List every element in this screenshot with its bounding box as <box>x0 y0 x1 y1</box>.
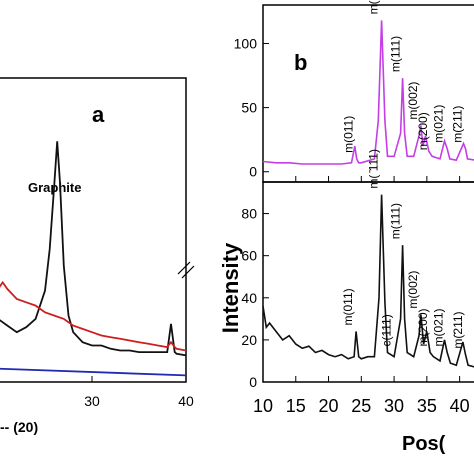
panel-b-bottom-ytick-label: 40 <box>241 290 257 306</box>
panel-b-xtick-label: 25 <box>351 396 371 416</box>
panel-b-top-peak-label: m(̄211) <box>451 106 465 143</box>
panel-b-xtick-label: 35 <box>417 396 437 416</box>
panel-b-bottom-peak-label: m(̄211) <box>451 311 465 348</box>
panel-b-top-peak-label: m(021) <box>432 105 446 143</box>
panel-b-top-peak-label: m( ̄111) <box>367 0 381 14</box>
panel-b-bottom-frame <box>262 181 474 383</box>
panel-a-series-1 <box>0 280 187 352</box>
panel-a-label: a <box>92 102 105 127</box>
panel-b-bottom-peak-label: m( ̄111) <box>367 149 381 189</box>
panel-b-top-peak-label: m(200) <box>416 112 430 150</box>
panel-a-xtick-label: 30 <box>84 393 100 409</box>
panel-b-top-peak-label: m(111) <box>388 36 402 72</box>
panel-a-xtick-label: 40 <box>178 393 194 409</box>
panel-b-xtick-label: 10 <box>253 396 273 416</box>
panel-a-xlabel: -- (20) <box>0 419 38 435</box>
panel-b-bottom-ytick-label: 20 <box>241 332 257 348</box>
panel-b-bottom-peak-label: m(200) <box>416 308 430 346</box>
panel-b-xtick-label: 40 <box>450 396 470 416</box>
panel-b-bottom-ytick-label: 60 <box>241 248 257 264</box>
panel-a: a Graphite 30 40 -- (20) <box>0 77 195 435</box>
panel-a-series-2 <box>0 367 187 377</box>
panel-b-xtick-label: 20 <box>319 396 339 416</box>
panel-b-xlabel: Pos( <box>402 433 446 455</box>
panel-b-bottom-ytick-label: 80 <box>241 206 257 222</box>
panel-b-top-ytick-label: 0 <box>249 164 257 180</box>
panel-b-bottom-peak-label: m(002) <box>406 271 420 309</box>
panel-b-top-series <box>262 20 474 165</box>
panel-b-top-peak-label: m(011) <box>342 116 356 153</box>
panel-b-top-ytick-label: 100 <box>234 35 258 51</box>
panel-b-bottom-peak-label: m(111) <box>388 203 402 239</box>
axis-break-mark <box>181 265 195 279</box>
panel-a-xticks: 30 40 <box>84 376 194 409</box>
panel-b-bottom-ytick-label: 0 <box>249 374 257 390</box>
panel-b-top-peak-label: m(002) <box>406 82 420 120</box>
panel-b-xtick-label: 30 <box>384 396 404 416</box>
axis-break-mark <box>177 261 191 275</box>
panel-b-bottom-series <box>262 194 474 368</box>
panel-a-series-0 <box>0 141 187 357</box>
panel-b-xticks: 10 15 20 25 30 35 40 <box>253 176 470 416</box>
panel-b-label: b <box>294 50 307 75</box>
panel-b-bottom-peak-label: m(021) <box>432 308 446 346</box>
panel-b-bottom-peak-label: c(111) <box>380 314 394 346</box>
intensity-ylabel: Intensity <box>218 242 243 333</box>
panel-b-xtick-label: 15 <box>286 396 306 416</box>
panel-b-bottom-peak-label: m(011) <box>341 288 355 325</box>
panel-b-top-ytick-label: 50 <box>241 100 257 116</box>
panel-a-series <box>0 141 187 377</box>
panel-b-bottom-plot: 0 20 40 60 80 m(011) c(111) m( ̄111) m(111) m(002… <box>241 149 474 390</box>
